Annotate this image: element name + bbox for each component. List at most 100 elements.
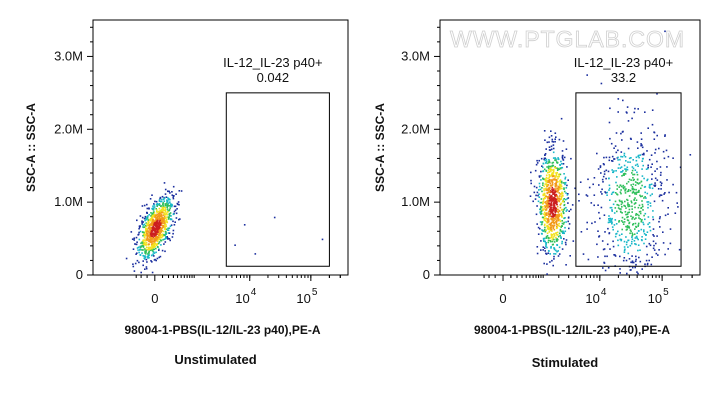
event-dot xyxy=(630,215,632,217)
event-dot xyxy=(154,214,157,217)
event-dot xyxy=(662,150,665,153)
event-dot xyxy=(641,236,643,238)
event-dot xyxy=(166,199,168,201)
event-dot xyxy=(162,202,164,204)
event-dot xyxy=(170,204,172,206)
event-dot xyxy=(148,219,151,221)
event-dot xyxy=(155,210,158,213)
event-dot xyxy=(156,225,158,228)
event-dot xyxy=(560,226,562,228)
event-dot xyxy=(556,187,559,190)
event-dot xyxy=(609,217,611,220)
event-dot xyxy=(563,188,565,190)
event-dot xyxy=(640,180,643,183)
event-dot xyxy=(168,213,170,216)
event-dot xyxy=(620,155,622,158)
event-dot xyxy=(631,236,633,238)
event-dot xyxy=(555,214,557,217)
event-dot xyxy=(562,230,564,232)
event-dot xyxy=(642,223,645,226)
event-dot xyxy=(557,158,559,161)
event-dot xyxy=(545,184,548,186)
event-dot xyxy=(166,236,168,238)
event-dot xyxy=(158,241,161,243)
event-dot xyxy=(645,197,647,199)
event-dot xyxy=(640,207,642,209)
event-dot xyxy=(158,248,160,250)
event-dot xyxy=(564,181,567,184)
condition-label: Stimulated xyxy=(532,355,599,370)
event-dot xyxy=(551,240,554,243)
event-dot xyxy=(632,188,634,191)
event-dot xyxy=(146,224,149,227)
event-dot xyxy=(539,201,542,204)
event-dot xyxy=(676,202,678,204)
event-dot xyxy=(552,214,555,217)
event-dot xyxy=(558,173,560,176)
event-dot xyxy=(544,229,546,232)
event-dot xyxy=(560,192,562,195)
event-dot xyxy=(620,132,622,135)
event-dot xyxy=(638,211,641,213)
event-dot xyxy=(158,207,161,210)
event-dot xyxy=(635,226,638,228)
event-dot xyxy=(558,253,561,255)
event-dot xyxy=(541,209,543,212)
event-dot xyxy=(549,161,551,164)
event-dot xyxy=(542,198,545,201)
event-dot xyxy=(622,259,625,262)
event-dot xyxy=(614,254,616,256)
event-dot xyxy=(540,213,542,215)
event-dot xyxy=(616,203,618,206)
event-dot xyxy=(605,156,608,159)
event-dot xyxy=(623,221,626,223)
event-dot xyxy=(155,233,158,236)
event-dot xyxy=(150,243,153,245)
event-dot xyxy=(162,214,165,216)
event-dot xyxy=(546,192,549,195)
event-dot xyxy=(623,249,626,252)
event-dot xyxy=(604,191,606,193)
event-dot xyxy=(158,234,160,237)
event-dot xyxy=(166,204,168,206)
event-dot xyxy=(156,202,159,205)
y-tick-label: 0 xyxy=(423,267,430,282)
event-dot xyxy=(543,213,545,215)
event-dot xyxy=(157,222,160,225)
event-dot xyxy=(622,130,624,133)
event-dot xyxy=(158,249,160,251)
event-dot xyxy=(585,194,588,196)
event-dot xyxy=(151,238,153,241)
event-dot xyxy=(550,166,553,168)
event-dot xyxy=(637,154,640,157)
event-dot xyxy=(173,205,176,208)
event-dot xyxy=(540,205,542,208)
event-dot xyxy=(151,240,153,243)
event-dot xyxy=(646,178,649,181)
event-dot xyxy=(149,229,151,232)
event-dot xyxy=(154,241,156,243)
event-dot xyxy=(618,186,620,188)
event-dot xyxy=(548,231,551,233)
event-dot xyxy=(163,234,166,237)
event-dot xyxy=(561,182,563,184)
event-dot xyxy=(564,182,566,184)
event-dot xyxy=(146,229,148,232)
event-dot xyxy=(548,159,550,161)
event-dot xyxy=(561,215,563,217)
event-dot xyxy=(588,186,591,189)
event-dot xyxy=(144,239,147,242)
event-dot xyxy=(535,186,538,189)
event-dot xyxy=(144,248,147,250)
event-dot xyxy=(631,266,634,269)
event-dot xyxy=(563,156,566,159)
event-dot xyxy=(542,237,545,240)
event-dot xyxy=(661,199,664,202)
event-dot xyxy=(606,191,608,194)
event-dot xyxy=(550,195,552,197)
y-tick-label: 1.0M xyxy=(401,194,430,209)
event-dot xyxy=(157,228,159,230)
event-dot xyxy=(549,215,551,217)
event-dot xyxy=(599,165,602,167)
event-dot xyxy=(621,206,623,208)
